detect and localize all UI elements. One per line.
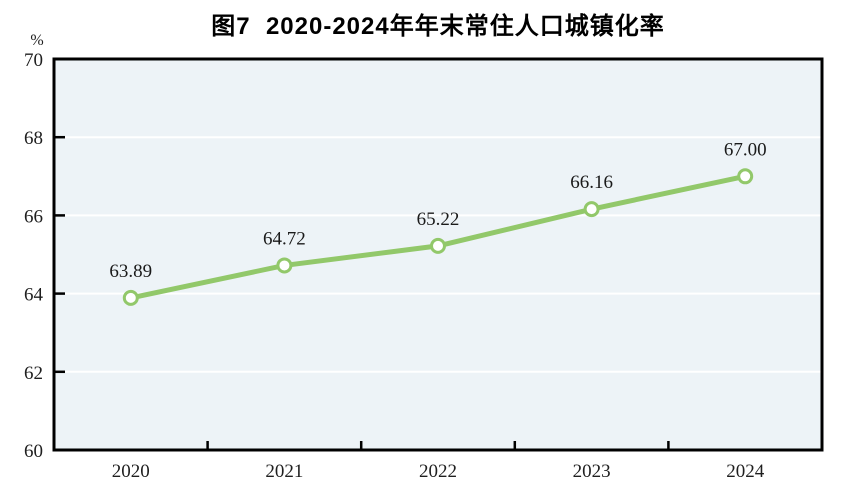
data-point-marker xyxy=(122,289,139,306)
y-tick-label: 66 xyxy=(24,206,43,227)
plot-border xyxy=(52,57,824,452)
x-tick-label: 2021 xyxy=(265,461,303,482)
y-tick-label: 70 xyxy=(24,50,43,71)
y-tick-label: 60 xyxy=(24,441,43,462)
data-point-label: 66.16 xyxy=(570,172,613,193)
plot-area xyxy=(54,59,822,450)
data-point-label: 65.22 xyxy=(417,209,460,230)
data-point-marker xyxy=(276,257,293,274)
y-tick-label: 62 xyxy=(24,363,43,384)
data-point-label: 67.00 xyxy=(724,139,767,160)
x-tick-label: 2020 xyxy=(112,461,150,482)
y-tick-label: 68 xyxy=(24,128,43,149)
x-tick-label: 2022 xyxy=(419,461,457,482)
chart-title: 图7 2020-2024年年末常住人口城镇化率 xyxy=(211,13,665,40)
y-axis-unit-label: % xyxy=(30,32,44,49)
data-point-marker xyxy=(583,201,600,218)
x-tick-label: 2023 xyxy=(573,461,611,482)
data-point-marker xyxy=(737,168,754,185)
x-tick-label: 2024 xyxy=(726,461,765,482)
data-point-label: 63.89 xyxy=(109,261,152,282)
y-tick-label: 64 xyxy=(24,285,44,306)
data-point-marker xyxy=(430,237,446,254)
data-point-label: 64.72 xyxy=(263,228,306,249)
